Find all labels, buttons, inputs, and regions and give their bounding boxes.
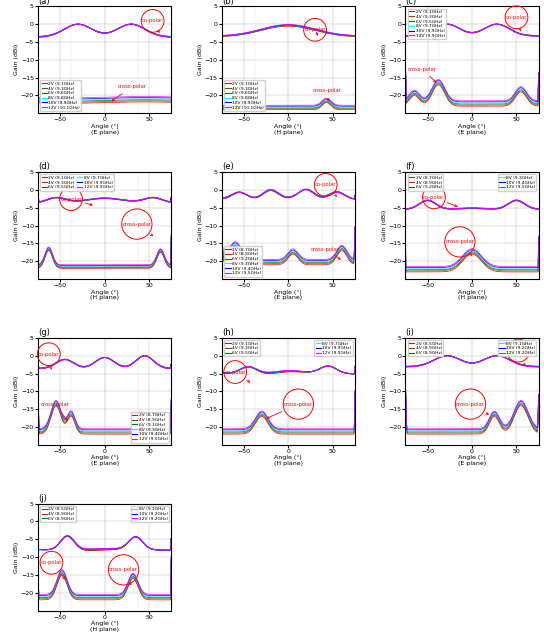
- Text: (d): (d): [38, 162, 50, 171]
- Text: (a): (a): [38, 0, 50, 6]
- X-axis label: Angle (°)
(E plane): Angle (°) (E plane): [90, 455, 119, 466]
- Text: co-polar: co-polar: [423, 195, 457, 207]
- Text: co-polar: co-polar: [225, 370, 250, 382]
- Legend: 2V (8.7GHz), 4V (8.9GHz), 6V (9.1GHz), 8V (9.3GHz), 10V (9.4GHz), 12V (9.5GHz): 2V (8.7GHz), 4V (8.9GHz), 6V (9.1GHz), 8…: [131, 412, 169, 443]
- Text: co-polar: co-polar: [38, 352, 60, 369]
- Legend: 2V (9.1GHz), 4V (9.3GHz), 6V (9.6GHz), 8V (9.8GHz), 10V (9.9GHz), 12V (10.1GHz): 2V (9.1GHz), 4V (9.3GHz), 6V (9.6GHz), 8…: [40, 80, 82, 111]
- Text: cross-polar: cross-polar: [408, 67, 437, 82]
- Text: cross-polar: cross-polar: [456, 401, 489, 415]
- Text: cross-polar: cross-polar: [313, 88, 342, 100]
- X-axis label: Angle (°)
(H plane): Angle (°) (H plane): [458, 289, 486, 300]
- Text: (f): (f): [405, 162, 415, 171]
- Legend: 2V (9.1GHz), 4V (9.3GHz), 6V (9.5GHz), 8V (9.7GHz), 10V (9.9GHz), 12V (9.9GHz): 2V (9.1GHz), 4V (9.3GHz), 6V (9.5GHz), 8…: [40, 174, 114, 191]
- Text: (e): (e): [222, 162, 233, 171]
- Legend: 8V (9.1GHz), 10V (9.2GHz), 12V (9.2GHz): 8V (9.1GHz), 10V (9.2GHz), 12V (9.2GHz): [498, 340, 536, 356]
- Text: co-polar: co-polar: [304, 27, 326, 35]
- X-axis label: Angle (°)
(H plane): Angle (°) (H plane): [90, 621, 119, 632]
- Text: cross-polar: cross-polar: [311, 247, 340, 259]
- Text: cross-polar: cross-polar: [109, 567, 138, 584]
- Y-axis label: Gain (dBi): Gain (dBi): [382, 376, 387, 407]
- Y-axis label: Gain (dBi): Gain (dBi): [382, 210, 387, 241]
- Text: co-polar: co-polar: [315, 183, 337, 197]
- Text: (c): (c): [405, 0, 417, 6]
- Y-axis label: Gain (dBi): Gain (dBi): [14, 210, 20, 241]
- Text: cross-polar: cross-polar: [41, 401, 70, 420]
- Y-axis label: Gain (dBi): Gain (dBi): [14, 376, 20, 407]
- Y-axis label: Gain (dBi): Gain (dBi): [198, 376, 203, 407]
- Legend: 8V (9.3GHz), 10V (9.4GHz), 12V (9.5GHz): 8V (9.3GHz), 10V (9.4GHz), 12V (9.5GHz): [498, 174, 536, 191]
- Text: (j): (j): [38, 494, 47, 503]
- X-axis label: Angle (°)
(H plane): Angle (°) (H plane): [274, 455, 303, 466]
- Text: co-polar: co-polar: [41, 560, 65, 579]
- Y-axis label: Gain (dBi): Gain (dBi): [198, 210, 203, 241]
- Text: cross-polar: cross-polar: [267, 401, 313, 418]
- Y-axis label: Gain (dBi): Gain (dBi): [198, 45, 203, 76]
- Text: co-polar: co-polar: [60, 197, 92, 205]
- Text: (b): (b): [222, 0, 233, 6]
- Text: (g): (g): [38, 328, 50, 337]
- Text: cross-polar: cross-polar: [446, 239, 474, 256]
- Text: cross-polar: cross-polar: [112, 85, 147, 100]
- Legend: 2V (9.1GHz), 4V (9.3GHz), 6V (9.6GHz), 8V (9.8GHz), 10V (9.9GHz), 12V (10.1GHz): 2V (9.1GHz), 4V (9.3GHz), 6V (9.6GHz), 8…: [224, 80, 265, 111]
- Text: co-polar: co-polar: [506, 15, 527, 31]
- X-axis label: Angle (°)
(E plane): Angle (°) (E plane): [458, 455, 486, 466]
- X-axis label: Angle (°)
(H plane): Angle (°) (H plane): [90, 289, 119, 300]
- X-axis label: Angle (°)
(H plane): Angle (°) (H plane): [274, 124, 303, 135]
- Legend: 2V (8.7GHz), 4V (8.9GHz), 6V (9.2GHz), 8V (9.3GHz), 10V (9.4GHz), 12V (9.5GHz): 2V (8.7GHz), 4V (8.9GHz), 6V (9.2GHz), 8…: [224, 246, 262, 277]
- Text: co-polar: co-polar: [508, 348, 529, 366]
- Text: (i): (i): [405, 328, 415, 337]
- Y-axis label: Gain (dBi): Gain (dBi): [382, 45, 387, 76]
- Legend: 8V (9.7GHz), 10V (9.9GHz), 12V (9.9GHz): 8V (9.7GHz), 10V (9.9GHz), 12V (9.9GHz): [314, 340, 353, 356]
- Y-axis label: Gain (dBi): Gain (dBi): [14, 45, 20, 76]
- Text: (h): (h): [222, 328, 233, 337]
- X-axis label: Angle (°)
(E plane): Angle (°) (E plane): [458, 124, 486, 135]
- Legend: 2V (9.1GHz), 4V (9.3GHz), 6V (9.5GHz), 8V (9.7GHz), 10V (9.9GHz), 12V (9.9GHz): 2V (9.1GHz), 4V (9.3GHz), 6V (9.5GHz), 8…: [407, 8, 446, 39]
- Text: cross-polar: cross-polar: [122, 221, 153, 236]
- Text: co-polar: co-polar: [142, 18, 163, 32]
- X-axis label: Angle (°)
(E plane): Angle (°) (E plane): [274, 289, 302, 300]
- X-axis label: Angle (°)
(E plane): Angle (°) (E plane): [90, 124, 119, 135]
- Legend: 8V (9.1GHz), 10V (9.2GHz), 12V (9.2GHz): 8V (9.1GHz), 10V (9.2GHz), 12V (9.2GHz): [131, 506, 169, 522]
- Y-axis label: Gain (dBi): Gain (dBi): [14, 541, 20, 572]
